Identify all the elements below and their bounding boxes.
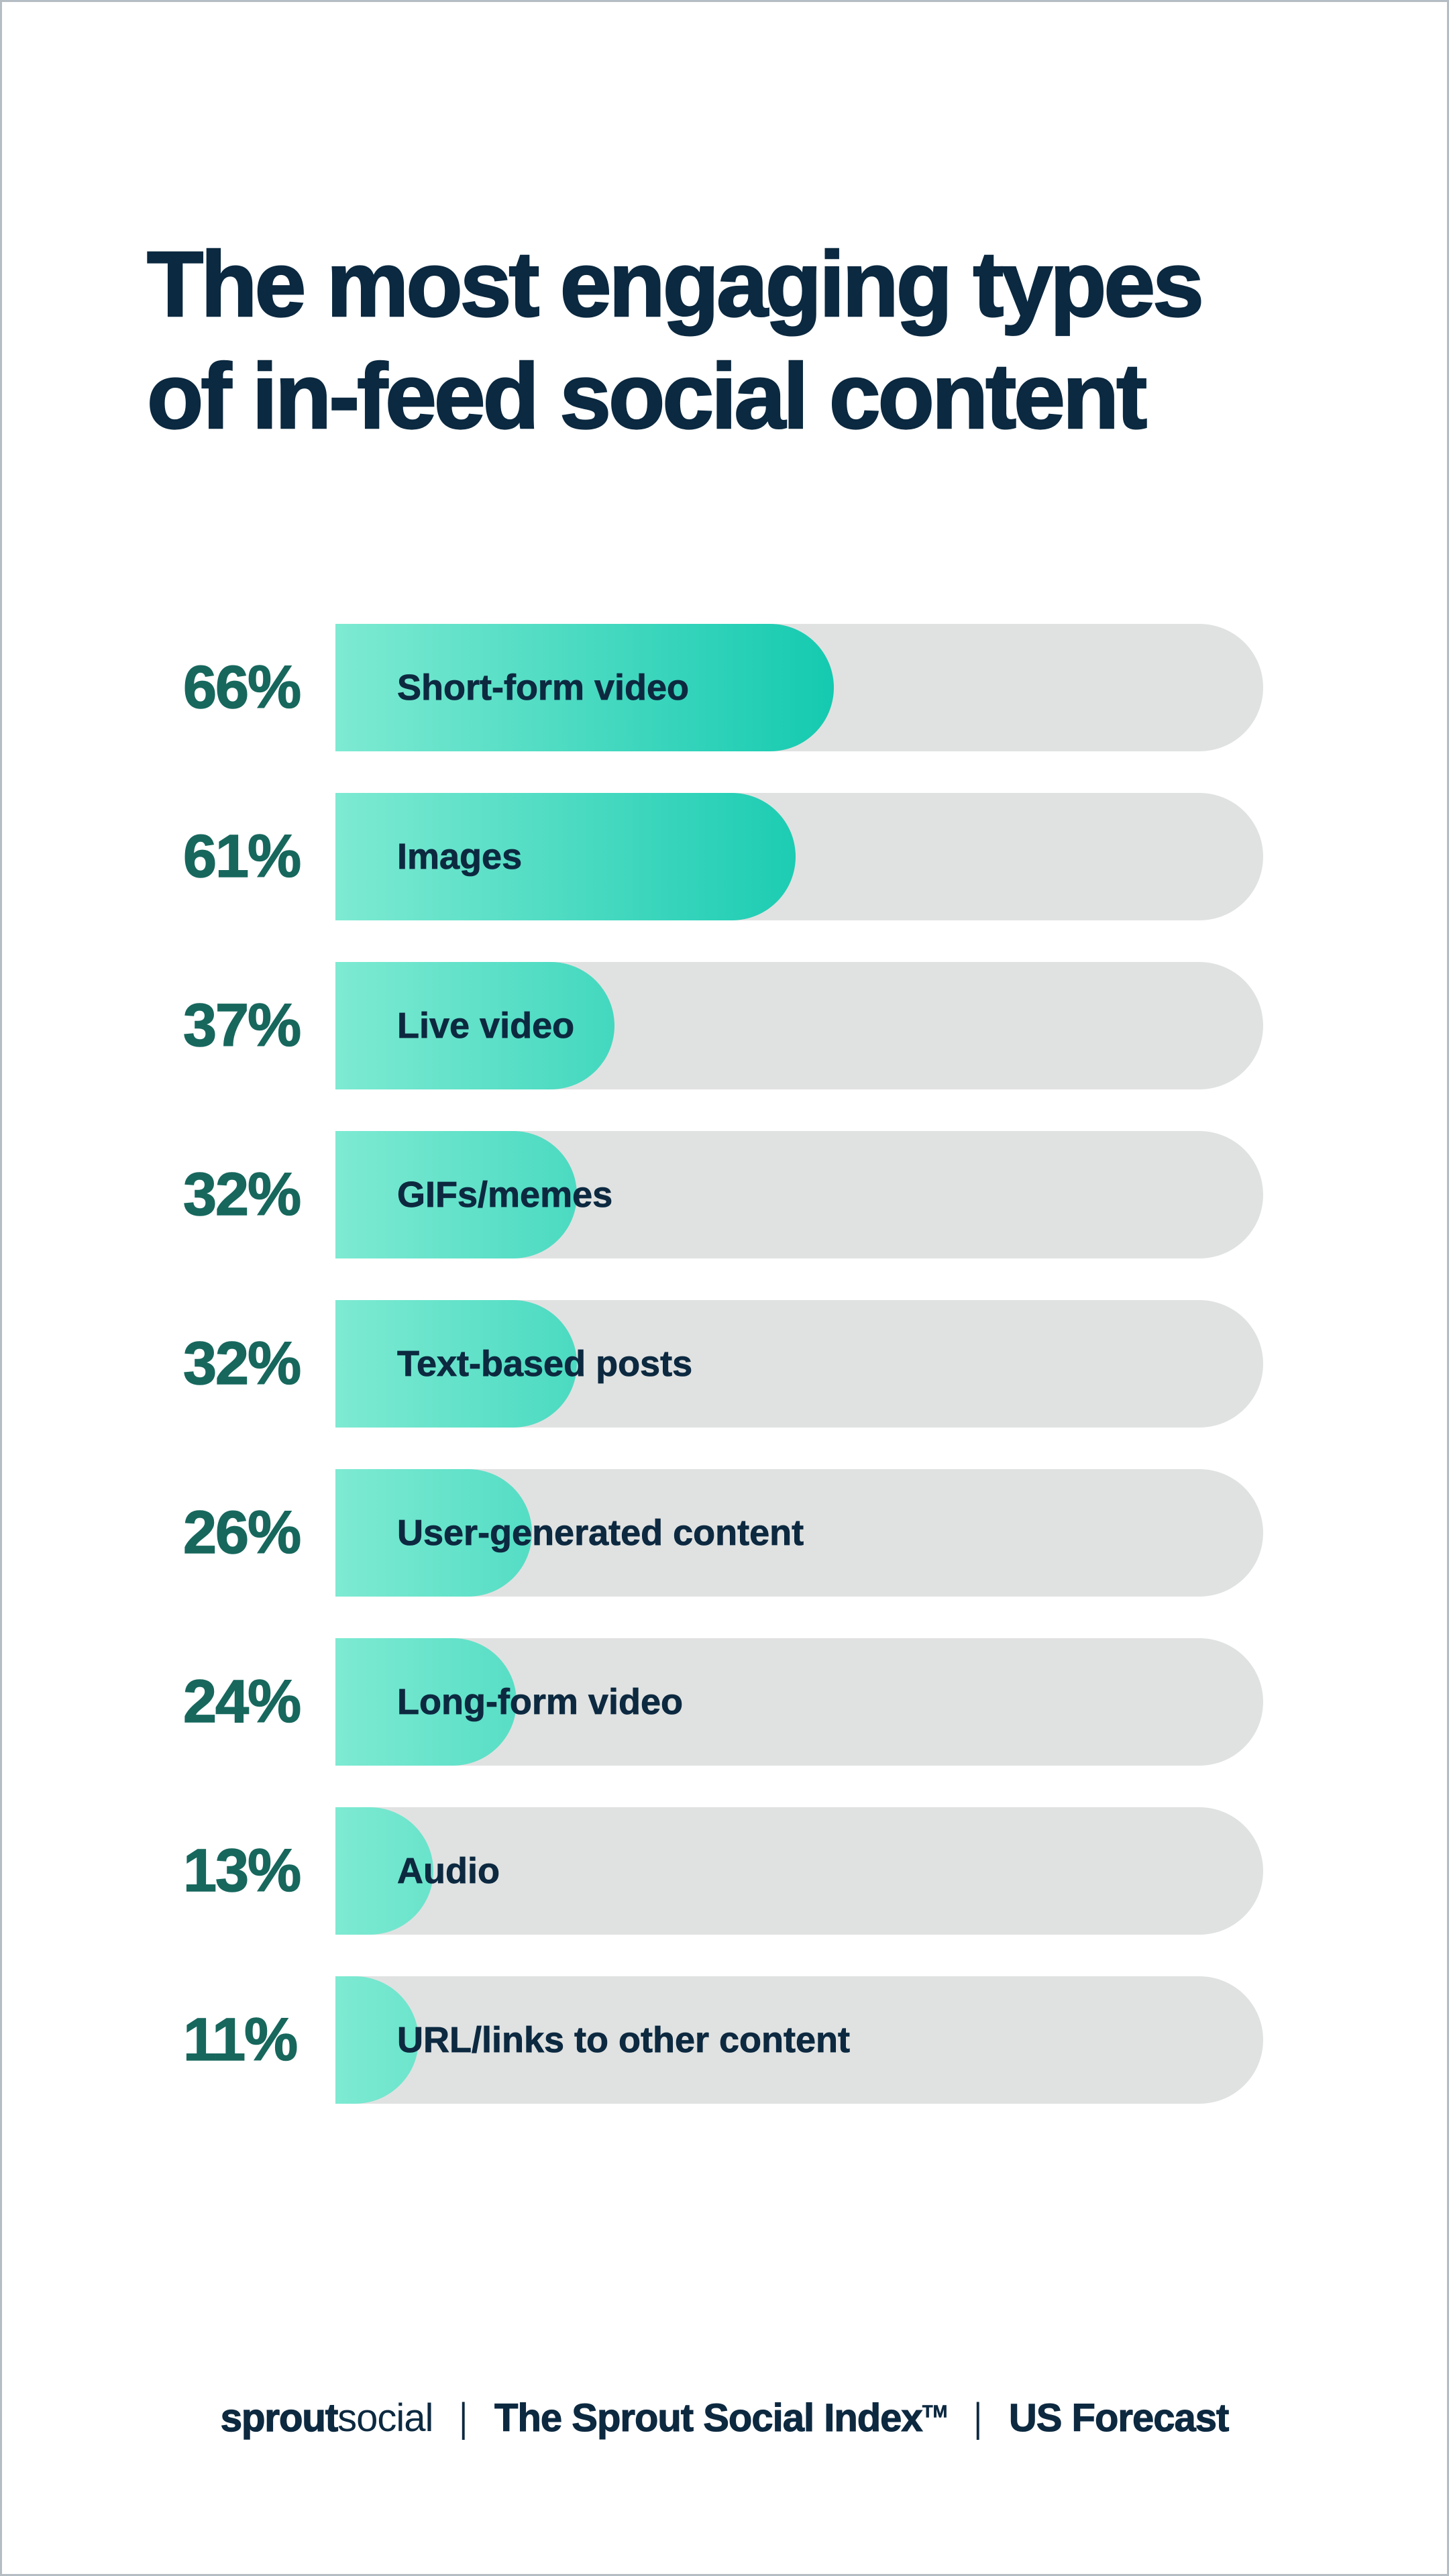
bar-track: Audio — [335, 1807, 1263, 1935]
chart-row: 13% Audio — [182, 1807, 1263, 1935]
category-label: Live video — [397, 1006, 575, 1046]
bar-track: Short-form video — [335, 624, 1263, 751]
category-label: GIFs/memes — [397, 1175, 613, 1216]
value-label: 11% — [182, 2006, 299, 2074]
footer-divider: | — [459, 2395, 468, 2440]
bar-track: Live video — [335, 962, 1263, 1089]
bar-fill — [335, 1638, 517, 1766]
logo-social: social — [337, 2396, 433, 2440]
chart-row: 61% Images — [182, 793, 1263, 920]
value-label: 32% — [182, 1161, 302, 1229]
bar-fill — [335, 793, 796, 920]
category-label: User-generated content — [397, 1513, 804, 1554]
footer-index-text: The Sprout Social Index — [494, 2396, 923, 2440]
bar-fill — [335, 624, 834, 751]
page-title: The most engaging types of in-feed social… — [146, 229, 1205, 453]
value-label: 24% — [182, 1668, 302, 1736]
chart-row: 66% Short-form video — [182, 624, 1263, 751]
bar-track: Text-based posts — [335, 1300, 1263, 1428]
bar-track: URL/links to other content — [335, 1976, 1263, 2104]
chart-row: 37% Live video — [182, 962, 1263, 1089]
bar-fill — [335, 1469, 532, 1597]
bar-chart: 66% Short-form video 61% Images 37% Live… — [182, 624, 1263, 2145]
sproutsocial-logo: sproutsocial — [220, 2396, 433, 2440]
footer: sproutsocial | The Sprout Social IndexTM… — [2, 2394, 1447, 2440]
footer-index-label: The Sprout Social IndexTM — [494, 2396, 947, 2440]
chart-row: 32% Text-based posts — [182, 1300, 1263, 1428]
page-title-line2: of in-feed social content — [146, 344, 1148, 449]
value-label: 37% — [182, 991, 302, 1060]
bar-fill — [335, 1131, 578, 1258]
value-label: 13% — [182, 1837, 302, 1905]
value-label: 66% — [182, 653, 302, 722]
chart-row: 11% URL/links to other content — [182, 1976, 1263, 2104]
chart-row: 32% GIFs/memes — [182, 1131, 1263, 1258]
value-label: 26% — [182, 1499, 302, 1567]
bar-track: Long-form video — [335, 1638, 1263, 1766]
category-label: Text-based posts — [397, 1344, 693, 1385]
bar-fill — [335, 962, 615, 1089]
chart-row: 24% Long-form video — [182, 1638, 1263, 1766]
logo-sprout: sprout — [220, 2396, 339, 2440]
category-label: Short-form video — [397, 667, 690, 708]
category-label: URL/links to other content — [397, 2020, 851, 2061]
category-label: Images — [397, 837, 523, 877]
footer-region-label: US Forecast — [1008, 2396, 1230, 2440]
trademark-symbol: TM — [922, 2401, 948, 2422]
chart-row: 26% User-generated content — [182, 1469, 1263, 1597]
bar-track: User-generated content — [335, 1469, 1263, 1597]
bar-fill — [335, 1300, 578, 1428]
category-label: Audio — [397, 1851, 500, 1892]
category-label: Long-form video — [397, 1682, 684, 1723]
page-title-line1: The most engaging types — [146, 232, 1205, 337]
bar-track: Images — [335, 793, 1263, 920]
value-label: 32% — [182, 1330, 302, 1398]
value-label: 61% — [182, 822, 302, 891]
footer-divider: | — [973, 2395, 983, 2440]
bar-track: GIFs/memes — [335, 1131, 1263, 1258]
